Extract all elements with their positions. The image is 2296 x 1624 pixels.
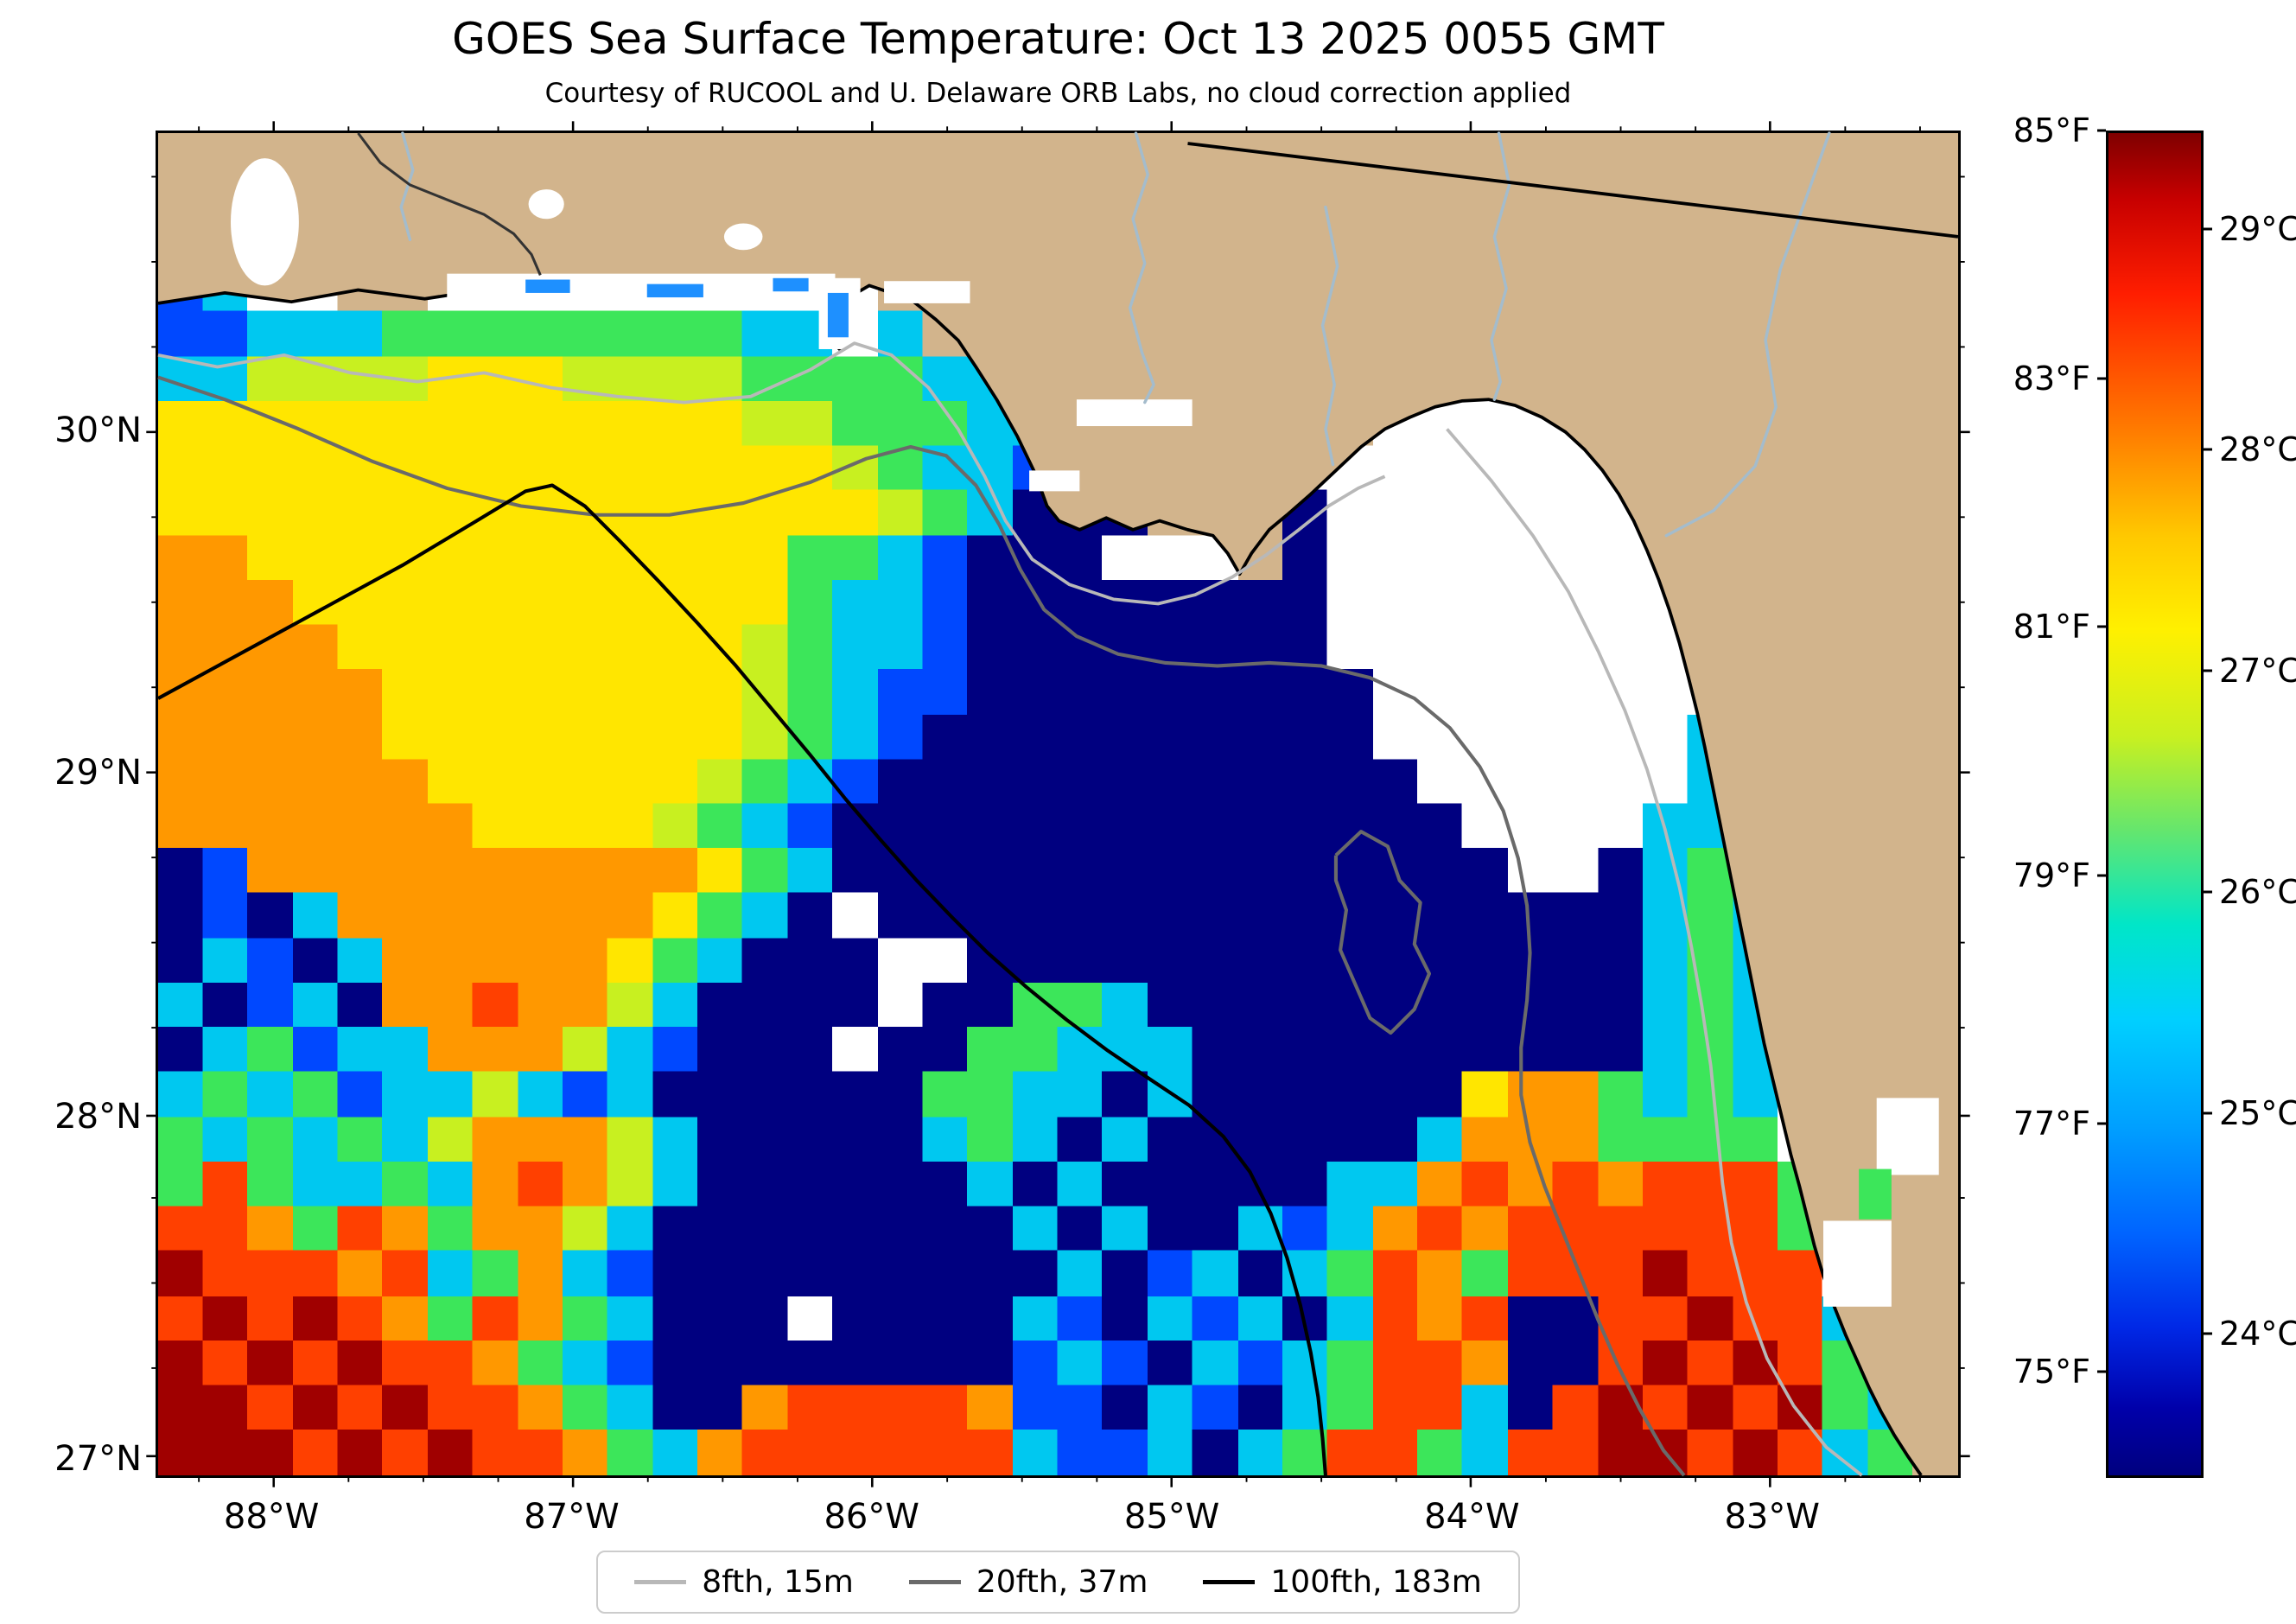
colorbar-tick xyxy=(2097,1370,2106,1373)
y-tick-label: 29°N xyxy=(54,752,142,793)
y-axis-labels: 30°N 29°N 28°N 27°N xyxy=(0,131,142,1479)
chart-title: GOES Sea Surface Temperature: Oct 13 202… xyxy=(452,14,1664,64)
river xyxy=(399,131,415,241)
river xyxy=(1490,131,1511,401)
legend-line-swatch xyxy=(908,1580,961,1584)
colorbar-f-label: 81°F xyxy=(2013,607,2090,646)
colorbar-gradient xyxy=(2106,131,2204,1478)
st-andrew-bay xyxy=(1029,470,1080,492)
colorbar-tick xyxy=(2204,448,2212,451)
colorbar-f-label: 75°F xyxy=(2013,1352,2090,1391)
colorbar-f-label: 77°F xyxy=(2013,1104,2090,1143)
y-tick-label: 27°N xyxy=(54,1438,142,1479)
legend-label: 20fth, 37m xyxy=(976,1564,1148,1600)
colorbar-wrap: 85°F 83°F 81°F 79°F 77°F 75°F 29°C 28°C 27°C 26°C… xyxy=(2013,111,2296,1478)
contour-20fth-37m xyxy=(157,375,1686,1477)
x-tick-label: 84°W xyxy=(1424,1497,1520,1537)
colorbar-c-label: 29°C xyxy=(2219,209,2296,248)
colorbar-tick xyxy=(2097,377,2106,380)
colorbar-tick xyxy=(2097,874,2106,877)
x-tick-label: 85°W xyxy=(1123,1497,1220,1537)
river xyxy=(1320,205,1339,467)
y-tick-label: 28°N xyxy=(54,1097,142,1137)
lake-pontchartrain xyxy=(231,158,299,286)
tampa-bay-north xyxy=(1876,1098,1939,1175)
boundary-line xyxy=(357,132,542,276)
colorbar-tick xyxy=(2097,1122,2106,1125)
colorbar-c-label: 24°C xyxy=(2219,1315,2296,1353)
legend-box: 8fth, 15m 20fth, 37m 100fth, 183m xyxy=(596,1551,1520,1614)
colorbar-tick xyxy=(2204,669,2212,672)
legend-line-swatch xyxy=(634,1580,687,1584)
lake-small-2 xyxy=(723,223,763,251)
legend: 8fth, 15m 20fth, 37m 100fth, 183m xyxy=(156,1551,1961,1614)
y-tick-label: 30°N xyxy=(54,411,142,451)
contour-8fth-15m xyxy=(1446,428,1863,1477)
contour-100fth-183m xyxy=(157,483,1328,1476)
tampa-bay-south xyxy=(1822,1220,1892,1307)
colorbar-tick xyxy=(2204,1111,2212,1114)
sound-blue-1 xyxy=(525,279,570,293)
x-tick-label: 83°W xyxy=(1724,1497,1820,1537)
colorbar-tick xyxy=(2097,625,2106,628)
legend-item: 8fth, 15m xyxy=(634,1564,854,1600)
choctawhatchee-bay xyxy=(1076,399,1193,427)
colorbar-f-label: 79°F xyxy=(2013,857,2090,895)
lake-small-1 xyxy=(528,189,564,220)
coastal-green-sliver xyxy=(1859,1169,1892,1220)
x-tick-label: 88°W xyxy=(223,1497,320,1537)
legend-label: 100fth, 183m xyxy=(1270,1564,1482,1600)
colorbar-c-label: 27°C xyxy=(2219,652,2296,691)
mississippi-sound xyxy=(447,273,836,305)
contour-8fth-15m xyxy=(157,341,1386,606)
land xyxy=(158,133,1958,1475)
colorbar-f-label: 83°F xyxy=(2013,359,2090,398)
map-overlay-svg xyxy=(146,121,1970,1487)
legend-label: 8fth, 15m xyxy=(702,1564,854,1600)
x-tick-label: 86°W xyxy=(824,1497,919,1537)
colorbar-c-label: 26°C xyxy=(2219,872,2296,911)
sound-blue-2 xyxy=(646,283,703,298)
colorbar-c-label: 28°C xyxy=(2219,430,2296,469)
legend-item: 20fth, 37m xyxy=(908,1564,1148,1600)
x-tick-label: 87°W xyxy=(524,1497,620,1537)
river xyxy=(1664,131,1831,538)
colorbar-tick xyxy=(2204,227,2212,231)
colorbar-c-label: 25°C xyxy=(2219,1093,2296,1132)
legend-item: 100fth, 183m xyxy=(1203,1564,1482,1600)
river xyxy=(1128,131,1155,404)
x-axis-labels: 88°W 87°W 86°W 85°W 84°W 83°W xyxy=(156,1497,1961,1542)
colorbar-tick xyxy=(2204,890,2212,894)
contour-20fth-37m xyxy=(1333,830,1432,1035)
colorbar-tick xyxy=(2204,1332,2212,1335)
colorbar-tick xyxy=(2097,129,2106,132)
pensacola-bay xyxy=(884,281,970,303)
boundary-line xyxy=(1187,142,1959,239)
colorbar-f-label: 85°F xyxy=(2013,111,2090,150)
map-plot-area xyxy=(146,121,1970,1487)
legend-line-swatch xyxy=(1203,1580,1256,1584)
mobile-bay-blue xyxy=(827,292,849,338)
sound-blue-3 xyxy=(773,277,809,292)
chart-subtitle: Courtesy of RUCOOL and U. Delaware ORB L… xyxy=(544,78,1572,109)
